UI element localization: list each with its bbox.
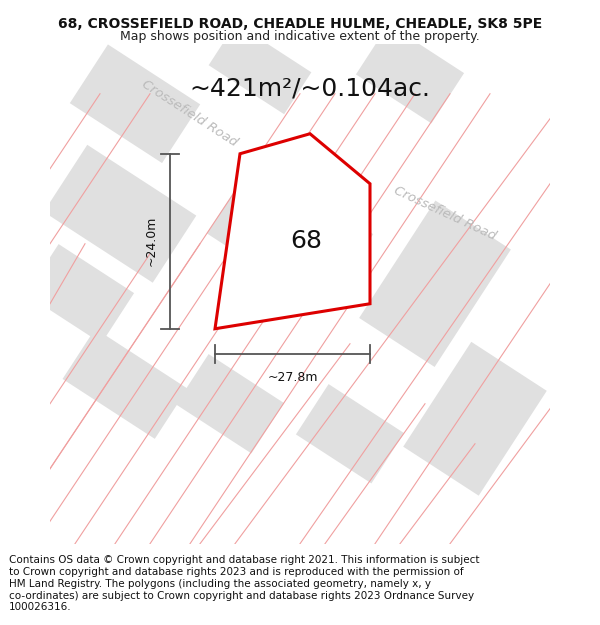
Bar <box>209 23 311 114</box>
Text: to Crown copyright and database rights 2023 and is reproduced with the permissio: to Crown copyright and database rights 2… <box>9 567 464 577</box>
Text: ~421m²/~0.104ac.: ~421m²/~0.104ac. <box>190 77 431 101</box>
Bar <box>356 24 464 123</box>
Text: Crossefield Road: Crossefield Road <box>140 78 240 149</box>
Bar <box>403 342 547 496</box>
Text: Contains OS data © Crown copyright and database right 2021. This information is : Contains OS data © Crown copyright and d… <box>9 555 479 565</box>
Bar <box>70 44 200 163</box>
Bar <box>296 384 404 483</box>
Text: 68, CROSSEFIELD ROAD, CHEADLE HULME, CHEADLE, SK8 5PE: 68, CROSSEFIELD ROAD, CHEADLE HULME, CHE… <box>58 18 542 31</box>
Text: co-ordinates) are subject to Crown copyright and database rights 2023 Ordnance S: co-ordinates) are subject to Crown copyr… <box>9 591 474 601</box>
Bar <box>26 244 134 343</box>
Bar <box>359 201 511 367</box>
Text: Map shows position and indicative extent of the property.: Map shows position and indicative extent… <box>120 30 480 43</box>
Bar <box>44 145 196 282</box>
Text: ~24.0m: ~24.0m <box>145 216 157 266</box>
Bar <box>176 354 284 453</box>
Text: ~27.8m: ~27.8m <box>267 371 318 384</box>
Text: Crossefield Road: Crossefield Road <box>392 184 498 243</box>
Text: HM Land Registry. The polygons (including the associated geometry, namely x, y: HM Land Registry. The polygons (includin… <box>9 579 431 589</box>
Text: 68: 68 <box>290 229 322 253</box>
Bar <box>207 158 373 309</box>
Bar <box>62 329 187 439</box>
Polygon shape <box>215 134 370 329</box>
Text: 100026316.: 100026316. <box>9 602 71 612</box>
